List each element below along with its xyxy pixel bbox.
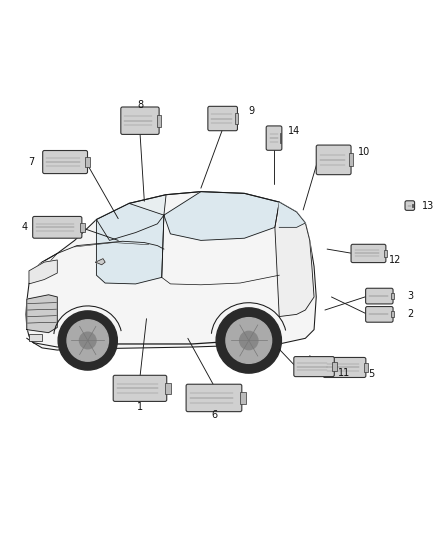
Bar [165,383,170,394]
Bar [332,362,336,371]
Text: 10: 10 [357,148,370,157]
FancyBboxPatch shape [208,107,237,131]
FancyBboxPatch shape [366,288,393,304]
Polygon shape [26,192,316,350]
Bar [384,250,388,257]
Text: 1: 1 [137,402,143,411]
FancyBboxPatch shape [294,357,334,377]
FancyBboxPatch shape [323,358,366,377]
Bar [29,334,42,341]
FancyBboxPatch shape [405,201,415,211]
Text: 13: 13 [422,200,434,211]
FancyBboxPatch shape [113,375,167,401]
Bar [157,115,161,127]
Polygon shape [164,192,279,240]
Bar [391,311,394,318]
Polygon shape [279,202,305,228]
Bar [80,223,85,232]
FancyBboxPatch shape [351,244,386,263]
FancyBboxPatch shape [266,126,282,150]
Circle shape [58,311,117,370]
Circle shape [240,332,258,350]
Bar [235,114,238,124]
Circle shape [216,308,281,373]
Text: 5: 5 [368,369,374,379]
Circle shape [67,320,109,361]
Polygon shape [275,202,314,317]
Text: 6: 6 [211,410,217,421]
Bar [240,392,246,404]
Text: 11: 11 [338,368,350,378]
Bar [85,157,90,167]
Text: 9: 9 [249,106,255,116]
Bar [364,364,368,372]
Circle shape [79,332,96,349]
Text: 3: 3 [408,291,414,301]
FancyBboxPatch shape [186,384,242,411]
Text: 7: 7 [28,157,35,167]
Polygon shape [96,204,164,284]
FancyBboxPatch shape [42,150,88,174]
Polygon shape [29,260,57,284]
Bar [349,154,353,166]
Circle shape [226,318,272,364]
FancyBboxPatch shape [121,107,159,134]
Polygon shape [27,295,57,333]
Bar [280,133,281,143]
Polygon shape [96,195,166,240]
Text: 4: 4 [21,222,28,232]
FancyBboxPatch shape [316,145,351,175]
FancyBboxPatch shape [33,216,82,238]
Bar [391,293,394,299]
Text: 14: 14 [288,126,300,136]
Polygon shape [95,259,105,265]
Text: 8: 8 [137,100,143,110]
Text: 12: 12 [389,255,402,265]
Text: 2: 2 [408,309,414,319]
FancyBboxPatch shape [366,306,393,322]
